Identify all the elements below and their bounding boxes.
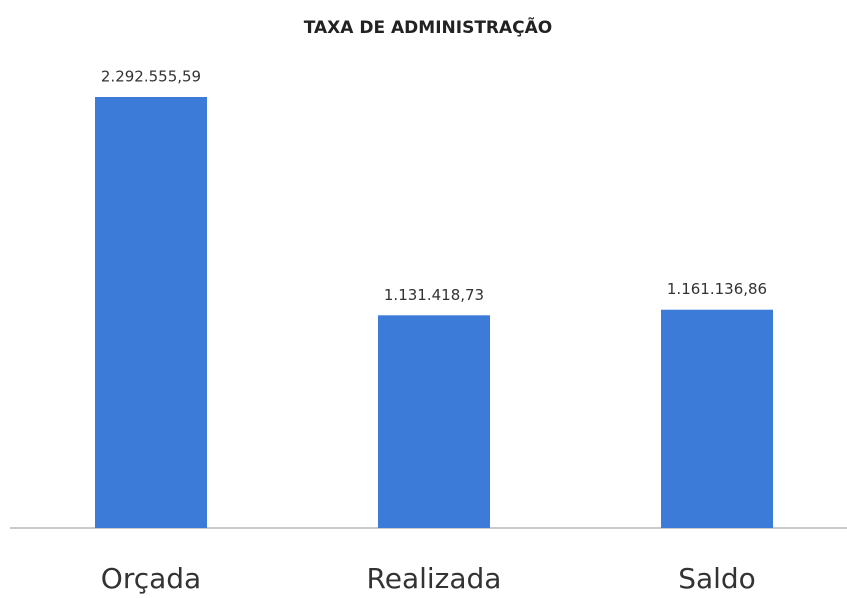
value-label: 1.161.136,86 (667, 280, 767, 298)
bar (661, 309, 773, 528)
chart-title: TAXA DE ADMINISTRAÇÃO (304, 15, 553, 38)
x-tick-label: Saldo (678, 562, 756, 595)
bar (378, 315, 490, 528)
bar (95, 97, 207, 528)
value-label: 1.131.418,73 (384, 286, 484, 304)
x-tick-label: Orçada (101, 562, 201, 595)
x-tick-label: Realizada (367, 562, 502, 595)
value-label: 2.292.555,59 (101, 68, 201, 86)
